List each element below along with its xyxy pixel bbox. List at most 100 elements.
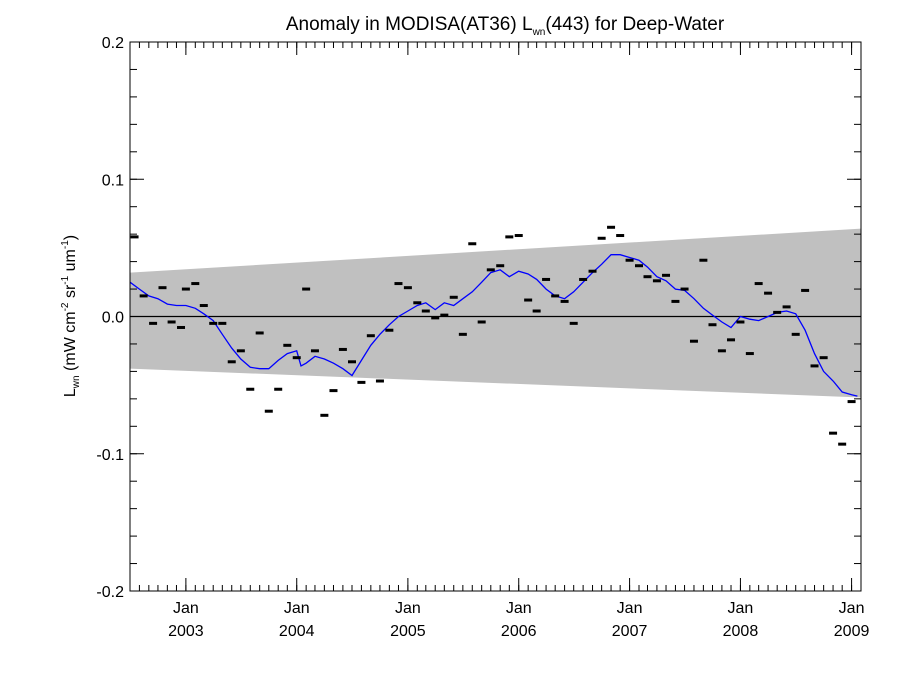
- x-tick-year: 2007: [612, 623, 648, 640]
- x-tick-month: Jan: [173, 600, 199, 617]
- x-tick-year: 2009: [834, 623, 870, 640]
- data-point: [264, 409, 273, 413]
- plot-area: [129, 41, 862, 592]
- data-point: [652, 279, 661, 283]
- x-tick-year: 2004: [279, 623, 315, 640]
- data-point: [431, 316, 440, 320]
- data-point: [634, 264, 643, 268]
- data-point: [199, 304, 208, 308]
- data-point: [810, 364, 819, 368]
- data-point: [139, 294, 148, 298]
- data-point: [671, 299, 680, 303]
- y-tick-label: -0.1: [96, 447, 124, 464]
- y-tick-label: 0.2: [102, 35, 124, 52]
- data-point: [227, 360, 236, 364]
- chart-title: Anomaly in MODISA(AT36) Lwn(443) for Dee…: [286, 14, 725, 38]
- data-point: [643, 275, 652, 279]
- data-point: [385, 328, 394, 332]
- y-axis-label: Lwn (mW cm-2 sr-1 um-1): [60, 235, 82, 397]
- data-point: [283, 343, 292, 347]
- x-tick-year: 2003: [168, 623, 204, 640]
- data-point: [560, 299, 569, 303]
- data-point: [181, 287, 190, 291]
- data-point: [218, 321, 227, 325]
- data-point: [348, 360, 357, 364]
- data-point: [246, 387, 255, 391]
- data-point: [708, 323, 717, 327]
- y-tick-label: -0.2: [96, 584, 124, 601]
- data-point: [158, 286, 167, 290]
- plot-frame-top: [129, 41, 862, 592]
- x-tick-labels: Jan 2003 Jan 2004 Jan 2005 Jan 2006 Jan 2007 Jan 20…: [168, 600, 869, 640]
- data-point: [209, 321, 218, 325]
- data-point: [320, 413, 329, 417]
- data-point: [255, 331, 264, 335]
- data-point: [551, 294, 560, 298]
- title-prefix: Anomaly in MODISA(AT36) L: [286, 14, 533, 35]
- data-point: [569, 321, 578, 325]
- data-point: [764, 291, 773, 295]
- data-point: [375, 379, 384, 383]
- data-point: [662, 273, 671, 277]
- data-point: [616, 234, 625, 238]
- data-point: [514, 234, 523, 238]
- data-point: [736, 320, 745, 324]
- uncertainty-band: [130, 228, 861, 398]
- data-point: [167, 320, 176, 324]
- trend-line: [129, 254, 858, 397]
- data-point: [838, 442, 847, 446]
- data-point: [338, 347, 347, 351]
- data-point: [505, 235, 514, 239]
- data-point: [829, 431, 838, 435]
- data-point: [754, 282, 763, 286]
- data-point: [791, 332, 800, 336]
- data-point: [310, 349, 319, 353]
- data-point: [496, 264, 505, 268]
- data-point: [394, 282, 403, 286]
- title-subscript: wn: [532, 27, 546, 38]
- data-point: [366, 334, 375, 338]
- data-point: [421, 309, 430, 313]
- x-tick-month: Jan: [839, 600, 865, 617]
- data-point: [357, 380, 366, 384]
- y-tick-labels: -0.2 -0.1 0.0 0.1 0.2: [96, 35, 124, 601]
- data-point: [486, 268, 495, 272]
- data-point: [597, 236, 606, 240]
- data-point: [236, 349, 245, 353]
- data-point: [413, 301, 422, 305]
- data-point: [292, 356, 301, 360]
- ylabel-close: ): [62, 235, 79, 240]
- data-point: [819, 356, 828, 360]
- x-tick-month: Jan: [617, 600, 643, 617]
- data-point: [847, 400, 856, 404]
- x-tick-month: Jan: [506, 600, 532, 617]
- data-point: [532, 309, 541, 313]
- x-tick-month: Jan: [728, 600, 754, 617]
- data-point: [440, 313, 449, 317]
- data-points: [130, 225, 856, 446]
- data-point: [468, 242, 477, 246]
- ylabel-base: L: [62, 388, 79, 397]
- y-tick-label: 0.1: [102, 172, 124, 189]
- data-point: [588, 269, 597, 273]
- title-suffix: (443) for Deep-Water: [545, 14, 724, 35]
- ylabel-mid: sr: [62, 284, 79, 302]
- x-tick-month: Jan: [284, 600, 310, 617]
- data-point: [449, 295, 458, 299]
- ylabel-base-sub: wn: [71, 375, 82, 389]
- ylabel-exp1: -2: [60, 302, 71, 311]
- data-point: [801, 288, 810, 292]
- data-point: [458, 332, 467, 336]
- data-point: [625, 258, 634, 262]
- data-point: [680, 287, 689, 291]
- x-tick-year: 2008: [723, 623, 759, 640]
- data-point: [329, 389, 338, 393]
- data-point: [302, 287, 311, 291]
- data-point: [727, 338, 736, 342]
- data-point: [177, 325, 186, 329]
- data-point: [477, 320, 486, 324]
- x-tick-month: Jan: [395, 600, 421, 617]
- data-point: [579, 277, 588, 281]
- data-point: [773, 310, 782, 314]
